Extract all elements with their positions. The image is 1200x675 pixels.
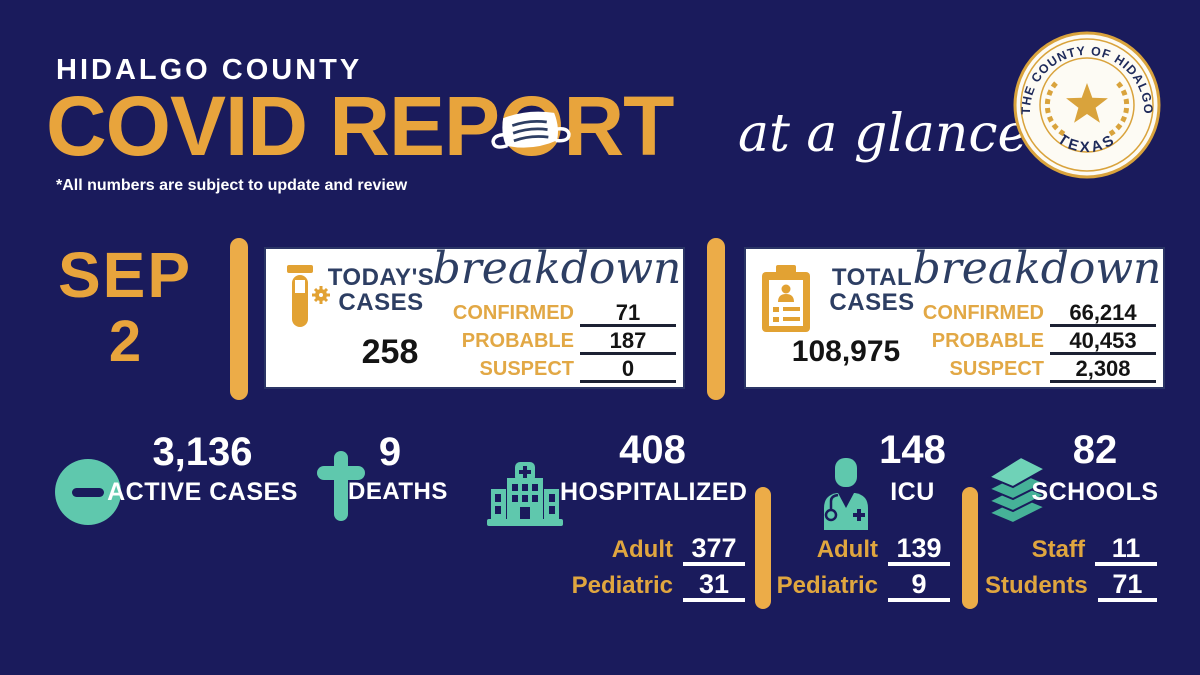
active-cases-value: 3,136 xyxy=(152,430,253,474)
breakdown-rows: CONFIRMED 66,214 PROBABLE 40,453 SUSPECT… xyxy=(894,299,1156,383)
schools-value: 82 xyxy=(1072,428,1118,472)
breakdown-row: CONFIRMED 66,214 xyxy=(894,299,1156,327)
test-tube-icon xyxy=(287,265,330,327)
sub-value: 71 xyxy=(1097,569,1157,602)
row-value: 0 xyxy=(580,357,676,383)
row-value: 71 xyxy=(580,301,676,327)
active-cases-label: ACTIVE CASES xyxy=(107,478,298,506)
doctor-icon xyxy=(824,458,868,530)
date-day: 2 xyxy=(108,309,142,374)
breakdown-row: SUSPECT 2,308 xyxy=(894,355,1156,383)
total-cases-total: 108,975 xyxy=(791,335,901,368)
divider-bar xyxy=(707,238,725,400)
breakdown-rows: CONFIRMED 71 PROBABLE 187 SUSPECT 0 xyxy=(414,299,676,383)
divider-bar xyxy=(230,238,248,400)
divider-bar xyxy=(755,487,771,609)
hospitalized-breakdown: Adult 377 Pediatric 31 xyxy=(545,533,745,606)
hospitalized-label: HOSPITALIZED xyxy=(560,478,748,506)
row-value: 40,453 xyxy=(1050,329,1156,355)
sub-label: Pediatric xyxy=(776,572,878,599)
schools-breakdown: Staff 11 Students 71 xyxy=(985,533,1157,606)
breakdown-row: SUSPECT 0 xyxy=(414,355,676,383)
report-title: COVID REPO RT xyxy=(46,78,674,175)
hospitalized-value: 408 xyxy=(619,428,686,472)
tagline: at a glance.. xyxy=(738,104,1062,164)
sub-label: Pediatric xyxy=(571,572,673,599)
todays-cases-total: 258 xyxy=(361,333,419,371)
row-label: CONFIRMED xyxy=(452,302,574,324)
sub-label: Adult xyxy=(816,536,878,563)
disclaimer: *All numbers are subject to update and r… xyxy=(56,177,408,194)
face-mask-icon xyxy=(491,111,571,149)
total-cases-panel: TOTAL CASES 108,975 breakdown CONFIRMED … xyxy=(744,243,1165,389)
icu-label: ICU xyxy=(890,478,935,506)
books-icon xyxy=(986,455,1048,525)
clipboard-icon xyxy=(762,265,810,332)
seal-wreath-left xyxy=(1044,80,1066,137)
sub-row: Staff 11 xyxy=(985,533,1157,566)
texas-star-icon xyxy=(1066,83,1108,123)
breakdown-row: CONFIRMED 71 xyxy=(414,299,676,327)
county-seal: THE COUNTY OF HIDALGO TEXAS xyxy=(1013,31,1161,179)
sub-value: 139 xyxy=(888,533,950,566)
date-month: SEP xyxy=(57,239,193,311)
sub-row: Pediatric 9 xyxy=(760,569,950,602)
row-value: 66,214 xyxy=(1050,301,1156,327)
cross-icon xyxy=(317,451,365,521)
sub-value: 31 xyxy=(683,569,745,602)
deaths-value: 9 xyxy=(378,430,402,474)
breakdown-row: PROBABLE 40,453 xyxy=(894,327,1156,355)
sub-value: 9 xyxy=(888,569,950,602)
title-masked-letter: O xyxy=(491,78,571,175)
minus-circle-icon xyxy=(55,459,121,525)
seal-wreath-right xyxy=(1108,80,1130,137)
row-value: 2,308 xyxy=(1050,357,1156,383)
breakdown-row: PROBABLE 187 xyxy=(414,327,676,355)
sub-label: Staff xyxy=(1031,536,1085,563)
breakdown-title: breakdown xyxy=(432,243,682,294)
row-label: SUSPECT xyxy=(949,358,1044,380)
sub-value: 11 xyxy=(1095,533,1157,566)
report-date: SEP 2 xyxy=(40,243,210,371)
row-label: SUSPECT xyxy=(479,358,574,380)
sub-label: Adult xyxy=(611,536,673,563)
sub-label: Students xyxy=(985,572,1088,599)
county-name: HIDALGO COUNTY xyxy=(56,54,363,86)
row-value: 187 xyxy=(580,329,676,355)
deaths-label: DEATHS xyxy=(348,478,448,505)
sub-row: Students 71 xyxy=(985,569,1157,602)
sub-row: Adult 377 xyxy=(545,533,745,566)
schools-label: SCHOOLS xyxy=(1031,478,1159,506)
row-label: PROBABLE xyxy=(931,330,1044,352)
row-label: CONFIRMED xyxy=(922,302,1044,324)
icu-breakdown: Adult 139 Pediatric 9 xyxy=(760,533,950,606)
panel-title: TODAY'S CASES xyxy=(327,264,435,317)
title-part1: COVID REP xyxy=(46,79,500,173)
hospital-icon xyxy=(487,462,563,526)
icu-value: 148 xyxy=(879,428,946,472)
sub-value: 377 xyxy=(683,533,745,566)
divider-bar xyxy=(962,487,978,609)
panel-title: TOTAL CASES xyxy=(829,264,915,317)
title-part2: RT xyxy=(563,79,674,173)
row-label: PROBABLE xyxy=(461,330,574,352)
todays-cases-panel: TODAY'S CASES 258 breakdown CONFIRMED 71… xyxy=(264,243,685,389)
breakdown-title: breakdown xyxy=(912,243,1162,294)
sub-row: Pediatric 31 xyxy=(545,569,745,602)
sub-row: Adult 139 xyxy=(760,533,950,566)
